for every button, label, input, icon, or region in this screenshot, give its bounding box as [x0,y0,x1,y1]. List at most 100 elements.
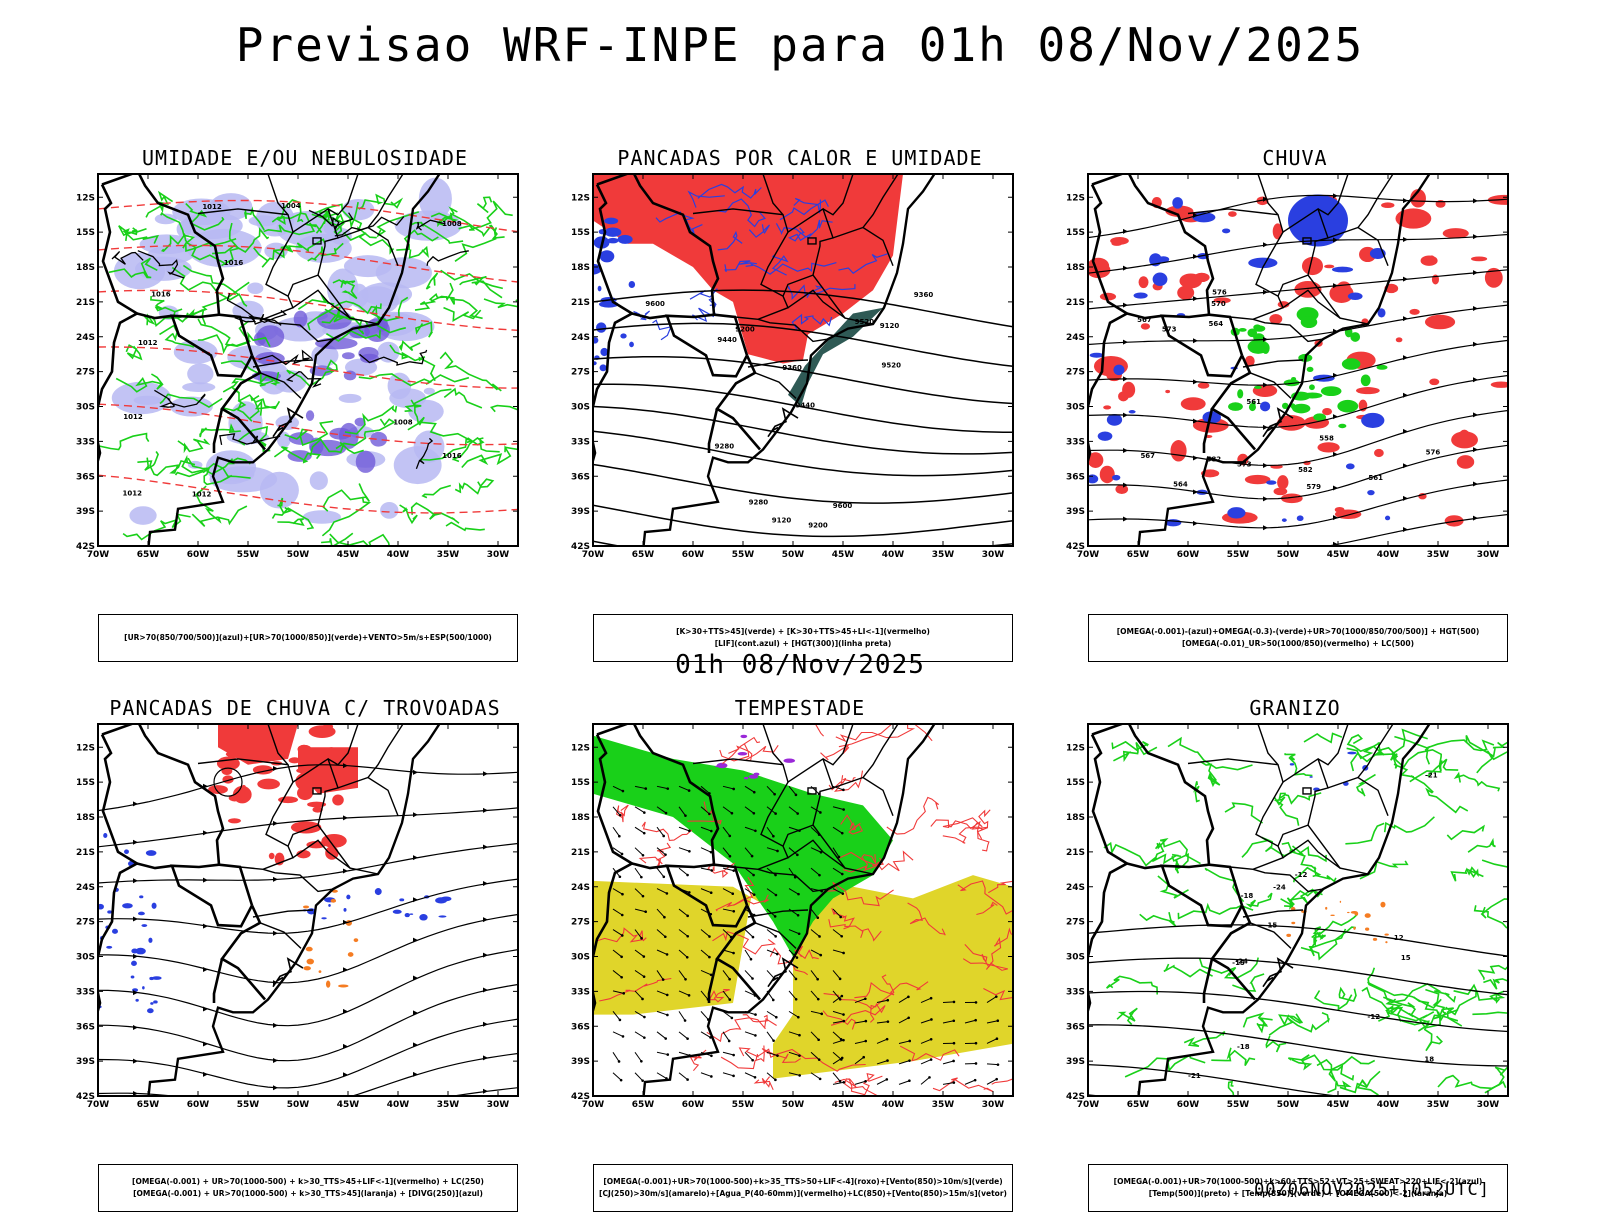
contour-label: 576 [1212,288,1227,296]
contour-label: 9600 [833,502,853,510]
contour-label: 564 [1208,320,1223,328]
lon-tick-label: 65W [137,550,160,560]
lon-tick-label: 55W [1227,1100,1250,1110]
lat-tick-label: 36S [571,1022,590,1032]
contour-label: 561 [1368,474,1383,482]
lon-tick-label: 50W [782,1100,805,1110]
contour-label: 9360 [782,364,802,372]
panel-title: TEMPESTADE [560,696,1040,720]
legend-line-2: [LIF](cont.azul) + [HGT(300)](linha pret… [594,638,1012,650]
lon-tick-label: 60W [1177,1100,1200,1110]
lat-tick-label: 18S [1066,813,1085,823]
lat-tick-label: 33S [76,437,95,447]
lat-tick-label: 21S [1066,848,1085,858]
lon-tick-label: 30W [982,550,1005,560]
map-svg[interactable]: 1008100410121016101210081012101610121016… [65,174,545,574]
lon-tick-label: 40W [387,550,410,560]
lat-tick-label: 24S [571,883,590,893]
legend-line-1: [OMEGA(-0.001) + UR>70(1000-500) + k>30_… [99,1176,517,1188]
lon-tick-label: 30W [487,550,510,560]
contour-label: 1016 [442,452,462,460]
lat-tick-label: 36S [76,472,95,482]
lon-tick-label: 65W [137,1100,160,1110]
lon-tick-label: 55W [237,550,260,560]
lat-tick-label: 36S [1066,1022,1085,1032]
lon-tick-label: 70W [1077,1100,1100,1110]
lon-tick-label: 70W [582,1100,605,1110]
contour-label: 573 [1162,325,1177,333]
lat-tick-label: 12S [76,193,95,203]
lon-tick-label: 45W [1327,550,1350,560]
contour-label: 1012 [138,339,158,347]
contour-label: 561 [1246,398,1261,406]
legend-chuva: [OMEGA(-0.001)-(azul)+OMEGA(-0.3)-(verde… [1088,614,1508,662]
lat-tick-label: 33S [571,987,590,997]
lon-tick-label: 30W [982,1100,1005,1110]
map-svg[interactable]: -12-15-18-21-24-12-15-18-21-2412151812S1… [1055,724,1535,1124]
lat-tick-label: 33S [571,437,590,447]
contour-label: 1012 [202,203,222,211]
contour-label: 570 [1211,300,1226,308]
contour-label: 558 [1319,434,1334,442]
lon-tick-label: 35W [932,550,955,560]
contour-label: 9280 [715,442,735,450]
lat-tick-label: 30S [76,953,95,963]
map-svg[interactable]: 9600952094409360928092009120960095209440… [560,174,1040,574]
lat-tick-label: 21S [76,848,95,858]
panel-title: GRANIZO [1055,696,1535,720]
lat-tick-label: 24S [1066,333,1085,343]
lat-tick-label: 12S [571,743,590,753]
lat-tick-label: 18S [76,263,95,273]
lat-tick-label: 15S [76,228,95,238]
lon-tick-label: 55W [1227,550,1250,560]
lon-tick-label: 50W [287,550,310,560]
lon-tick-label: 35W [932,1100,955,1110]
lat-tick-label: 21S [571,298,590,308]
lon-tick-label: 30W [1477,1100,1500,1110]
lon-tick-label: 45W [337,550,360,560]
lon-tick-label: 50W [287,1100,310,1110]
lon-tick-label: 65W [632,550,655,560]
contour-label: 1012 [192,491,212,499]
lon-tick-label: 30W [1477,550,1500,560]
lat-tick-label: 21S [76,298,95,308]
contour-label: 9120 [772,516,792,524]
panel-title: CHUVA [1055,146,1535,170]
lat-tick-label: 21S [571,848,590,858]
lon-tick-label: 55W [237,1100,260,1110]
contour-label: 579 [1306,483,1321,491]
lat-tick-label: 39S [571,1057,590,1067]
contour-label: 1012 [122,490,142,498]
lon-tick-label: 40W [882,1100,905,1110]
contour-label: 1008 [442,220,462,228]
page-title: Previsao WRF-INPE para 01h 08/Nov/2025 [0,18,1600,72]
legend-line-1: [OMEGA(-0.001)+UR>70(1000-500)+k>60+TTS>… [1089,1176,1507,1188]
contour-label: 576 [1426,449,1441,457]
lat-tick-label: 36S [571,472,590,482]
contour-label: 9120 [880,322,900,330]
contour-label: 15 [1401,954,1411,962]
lat-tick-label: 12S [1066,193,1085,203]
contour-label: -12 [1295,871,1308,879]
lat-tick-label: 24S [571,333,590,343]
lat-tick-label: 12S [1066,743,1085,753]
lon-tick-label: 40W [387,1100,410,1110]
lon-tick-label: 45W [1327,1100,1350,1110]
contour-label: -24 [1273,884,1286,892]
lat-tick-label: 15S [1066,778,1085,788]
